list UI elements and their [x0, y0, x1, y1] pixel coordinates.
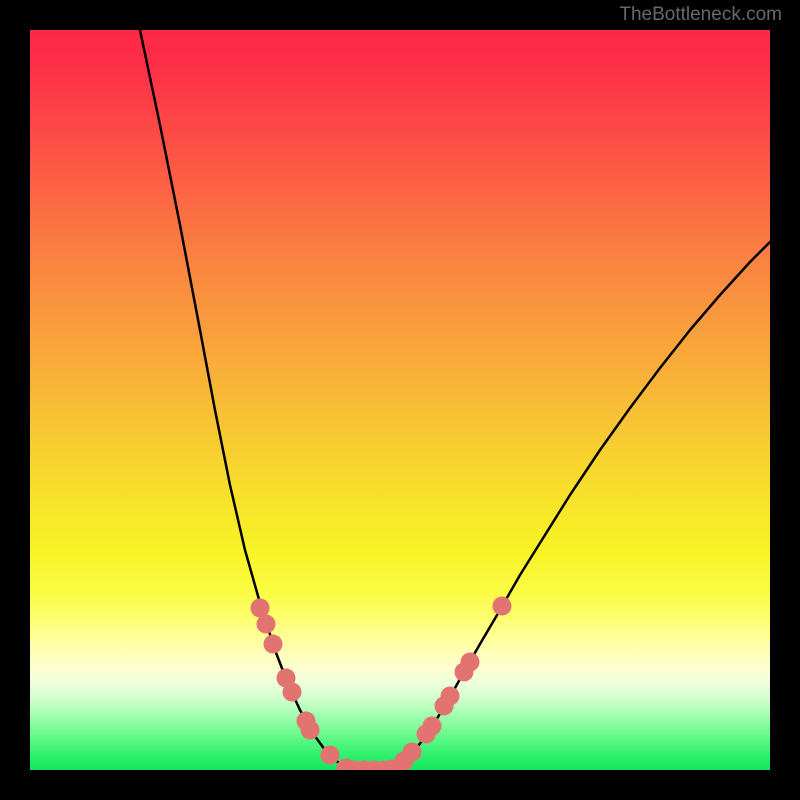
curve-marker: [301, 721, 320, 740]
curve-marker: [257, 615, 276, 634]
curve-marker: [423, 717, 442, 736]
watermark-text: TheBottleneck.com: [619, 4, 782, 26]
gradient-background: [30, 30, 770, 770]
curve-marker: [493, 597, 512, 616]
curve-marker: [441, 687, 460, 706]
chart-svg: [30, 30, 770, 770]
curve-marker: [264, 635, 283, 654]
curve-marker: [283, 683, 302, 702]
curve-marker: [461, 653, 480, 672]
bottleneck-chart: [30, 30, 770, 770]
curve-marker: [321, 746, 340, 765]
curve-marker: [403, 743, 422, 762]
